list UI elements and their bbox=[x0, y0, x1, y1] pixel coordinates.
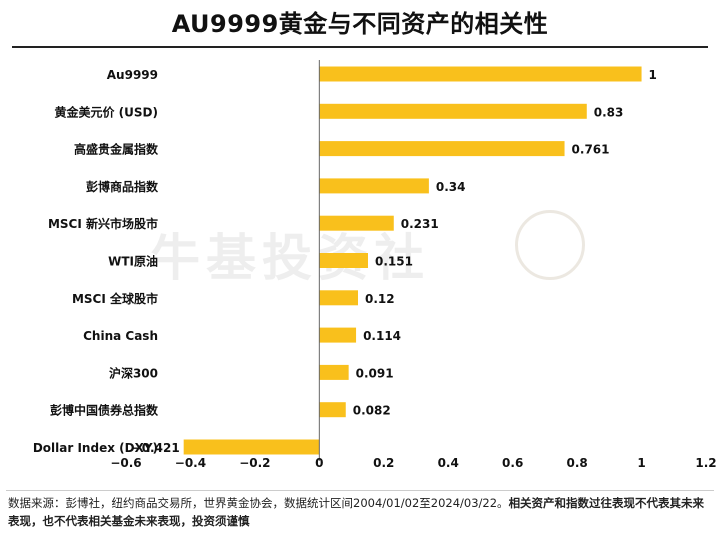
category-label: WTI原油 bbox=[108, 254, 158, 269]
x-tick-label: −0.6 bbox=[110, 456, 141, 470]
bar bbox=[319, 178, 429, 194]
bar bbox=[319, 290, 358, 306]
footer-source: 数据来源：彭博社，纽约商品交易所，世界黄金协会，数据统计区间2004/01/02… bbox=[8, 496, 509, 510]
footer-divider bbox=[6, 490, 714, 491]
x-axis: −0.6 −0.4 −0.2 0 0.2 0.4 0.6 0.8 1 1.2 bbox=[110, 60, 717, 470]
bull-mascot-icon bbox=[515, 210, 585, 280]
bar bbox=[319, 103, 587, 119]
value-label: 1 bbox=[649, 68, 657, 82]
x-tick-label: 0.8 bbox=[566, 456, 587, 470]
footer-disclaimer: 相关资产和指数过往表现不代表其未来表现，也不代表相关基金未来表现，投资须谨慎 bbox=[8, 496, 705, 528]
value-label: 0.082 bbox=[353, 404, 391, 418]
value-label: −0.421 bbox=[132, 441, 180, 455]
value-label: 0.231 bbox=[401, 217, 439, 231]
x-tick-label: 0.6 bbox=[502, 456, 523, 470]
category-label: MSCI 全球股市 bbox=[72, 291, 158, 306]
value-label: 0.83 bbox=[594, 105, 624, 119]
bar bbox=[319, 364, 349, 380]
value-label: 0.114 bbox=[363, 329, 401, 343]
category-label: 沪深300 bbox=[109, 365, 158, 380]
category-label: 黄金美元价 (USD) bbox=[55, 104, 159, 119]
category-label: 彭博中国债券总指数 bbox=[50, 403, 159, 418]
value-label: 0.34 bbox=[436, 180, 466, 194]
bar bbox=[319, 327, 357, 343]
category-label: Dollar Index (DXY) bbox=[33, 441, 158, 455]
bar bbox=[319, 66, 642, 82]
footer-note: 数据来源：彭博社，纽约商品交易所，世界黄金协会，数据统计区间2004/01/02… bbox=[8, 494, 712, 530]
category-label: MSCI 新兴市场股市 bbox=[48, 216, 158, 231]
value-labels-group: 1 0.83 0.761 0.34 0.231 0.151 0.12 0.114 0.091 0.… bbox=[132, 68, 657, 455]
bar bbox=[183, 439, 320, 455]
bar bbox=[319, 402, 346, 418]
x-tick-label: 0 bbox=[315, 456, 323, 470]
watermark-text: 牛基投资社 bbox=[150, 229, 430, 287]
x-tick-label: −0.4 bbox=[175, 456, 206, 470]
bar bbox=[319, 141, 565, 157]
title-divider bbox=[12, 46, 708, 48]
category-label: 高盛贵金属指数 bbox=[74, 142, 159, 157]
category-label: China Cash bbox=[83, 329, 158, 343]
bars-group bbox=[183, 66, 642, 455]
chart-title: AU9999黄金与不同资产的相关性 bbox=[171, 10, 549, 38]
bar bbox=[319, 253, 368, 268]
category-label: 彭博商品指数 bbox=[86, 179, 159, 194]
x-tick-label: 1.2 bbox=[695, 456, 716, 470]
value-label: 0.151 bbox=[375, 255, 413, 269]
bar bbox=[319, 215, 394, 231]
x-tick-label: −0.2 bbox=[239, 456, 270, 470]
value-label: 0.091 bbox=[356, 366, 394, 380]
value-label: 0.12 bbox=[365, 292, 395, 306]
x-tick-label: 0.2 bbox=[373, 456, 394, 470]
x-tick-label: 1 bbox=[637, 456, 645, 470]
category-label: Au9999 bbox=[107, 68, 158, 82]
x-tick-label: 0.4 bbox=[438, 456, 459, 470]
value-label: 0.761 bbox=[572, 143, 610, 157]
